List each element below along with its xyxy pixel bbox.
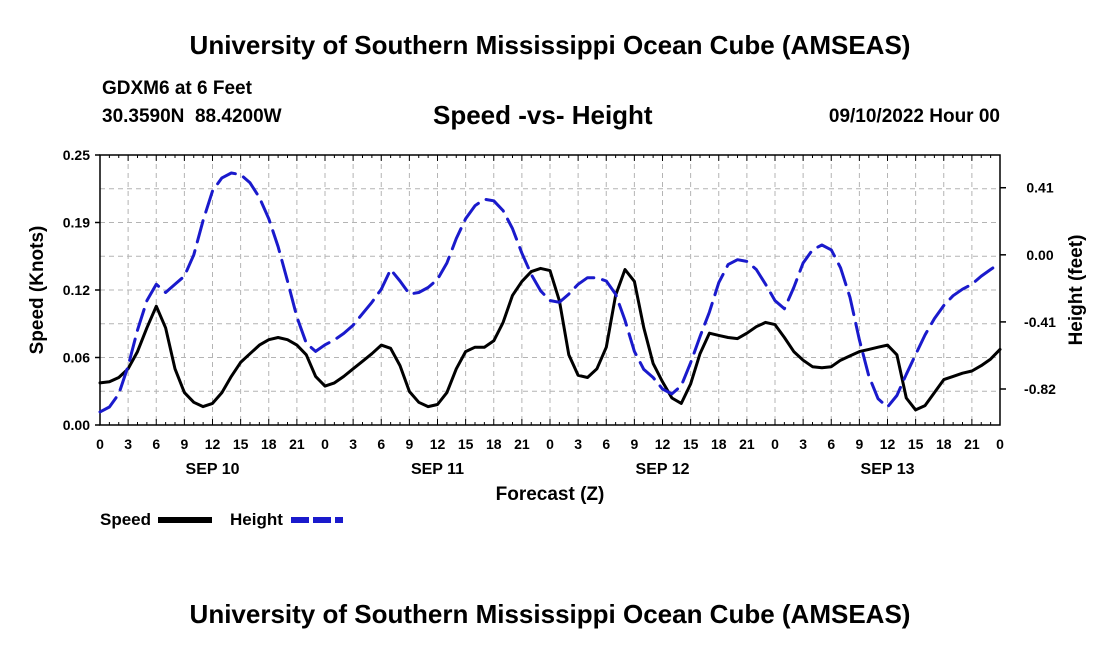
x-tick-label: 18: [486, 436, 502, 452]
chart-subtitle: Speed -vs- Height: [433, 100, 653, 130]
x-tick-label: 15: [458, 436, 474, 452]
footer-title: University of Southern Mississippi Ocean…: [189, 599, 911, 629]
legend-height: Height: [230, 510, 283, 530]
x-tick-label: 3: [124, 436, 132, 452]
x-tick-label: 15: [908, 436, 924, 452]
x-tick-label: 21: [289, 436, 305, 452]
y-right-tick-label: -0.41: [1024, 314, 1056, 330]
x-tick-label: 21: [964, 436, 980, 452]
y-left-tick-label: 0.19: [63, 215, 90, 231]
x-tick-label: 12: [655, 436, 671, 452]
y-right-axis-title: Height (feet): [1066, 235, 1087, 346]
legend-speed-label: Speed: [100, 510, 152, 529]
height-series-line: [98, 171, 1002, 414]
y-left-tick-label: 0.00: [63, 417, 90, 433]
x-tick-label: 18: [936, 436, 952, 452]
legend-speed-swatch: [158, 517, 212, 523]
legend-speed: Speed: [100, 510, 151, 530]
x-tick-label: 6: [377, 436, 385, 452]
x-axis-title: Forecast (Z): [496, 484, 605, 505]
x-tick-label: 0: [321, 436, 329, 452]
y-left-tick-label: 0.06: [63, 350, 90, 366]
x-tick-label: 21: [514, 436, 530, 452]
x-tick-label: 6: [602, 436, 610, 452]
speed-height-chart: 0.00 0.06 0.12 0.19 0.25 0.41 0.00 -0.41 -0.82 0 3…: [27, 147, 1087, 505]
x-tick-label: 0: [546, 436, 554, 452]
y-right-tick-label: 0.41: [1026, 180, 1053, 196]
x-day-label: SEP 13: [861, 461, 915, 478]
x-day-label: SEP 12: [636, 461, 690, 478]
x-tick-label: 15: [683, 436, 699, 452]
x-tick-label: 12: [880, 436, 896, 452]
x-tick-label: 6: [827, 436, 835, 452]
page-title: University of Southern Mississippi Ocean…: [189, 30, 911, 60]
y-right-tick-label: -0.82: [1024, 381, 1056, 397]
y-left-tick-label: 0.12: [63, 282, 90, 298]
coordinates-label: 30.3590N 88.4200W: [102, 106, 282, 127]
x-tick-label: 12: [430, 436, 446, 452]
x-tick-label: 0: [96, 436, 104, 452]
x-day-label: SEP 10: [186, 461, 240, 478]
x-tick-label: 9: [630, 436, 638, 452]
y-left-axis-title: Speed (Knots): [27, 226, 48, 355]
x-tick-label: 12: [205, 436, 221, 452]
legend-height-label: Height: [230, 510, 283, 529]
x-tick-label: 0: [996, 436, 1004, 452]
x-tick-label: 6: [152, 436, 160, 452]
x-tick-label: 15: [233, 436, 249, 452]
x-day-label: SEP 11: [411, 461, 464, 478]
x-tick-label: 21: [739, 436, 755, 452]
x-tick-label: 3: [349, 436, 357, 452]
legend-height-swatch: [291, 517, 343, 523]
x-tick-label: 3: [799, 436, 807, 452]
forecast-date: 09/10/2022 Hour 00: [828, 106, 1000, 127]
x-tick-label: 9: [855, 436, 863, 452]
y-left-tick-label: 0.25: [63, 147, 90, 163]
speed-series-line: [98, 266, 1002, 412]
station-label: GDXM6 at 6 Feet: [102, 78, 252, 99]
x-tick-label: 0: [771, 436, 779, 452]
x-tick-label: 9: [180, 436, 188, 452]
x-tick-label: 18: [261, 436, 277, 452]
x-tick-label: 18: [711, 436, 727, 452]
y-right-tick-label: 0.00: [1026, 247, 1053, 263]
x-tick-label: 3: [574, 436, 582, 452]
x-tick-label: 9: [405, 436, 413, 452]
